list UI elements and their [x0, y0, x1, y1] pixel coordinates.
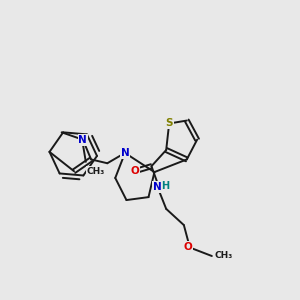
- Text: CH₃: CH₃: [87, 167, 105, 176]
- Text: N: N: [121, 148, 129, 158]
- Text: CH₃: CH₃: [215, 251, 233, 260]
- Text: N: N: [153, 182, 162, 192]
- Text: O: O: [131, 166, 140, 176]
- Text: H: H: [161, 181, 170, 191]
- Text: N: N: [79, 135, 87, 145]
- Text: O: O: [184, 242, 193, 252]
- Text: S: S: [165, 118, 173, 128]
